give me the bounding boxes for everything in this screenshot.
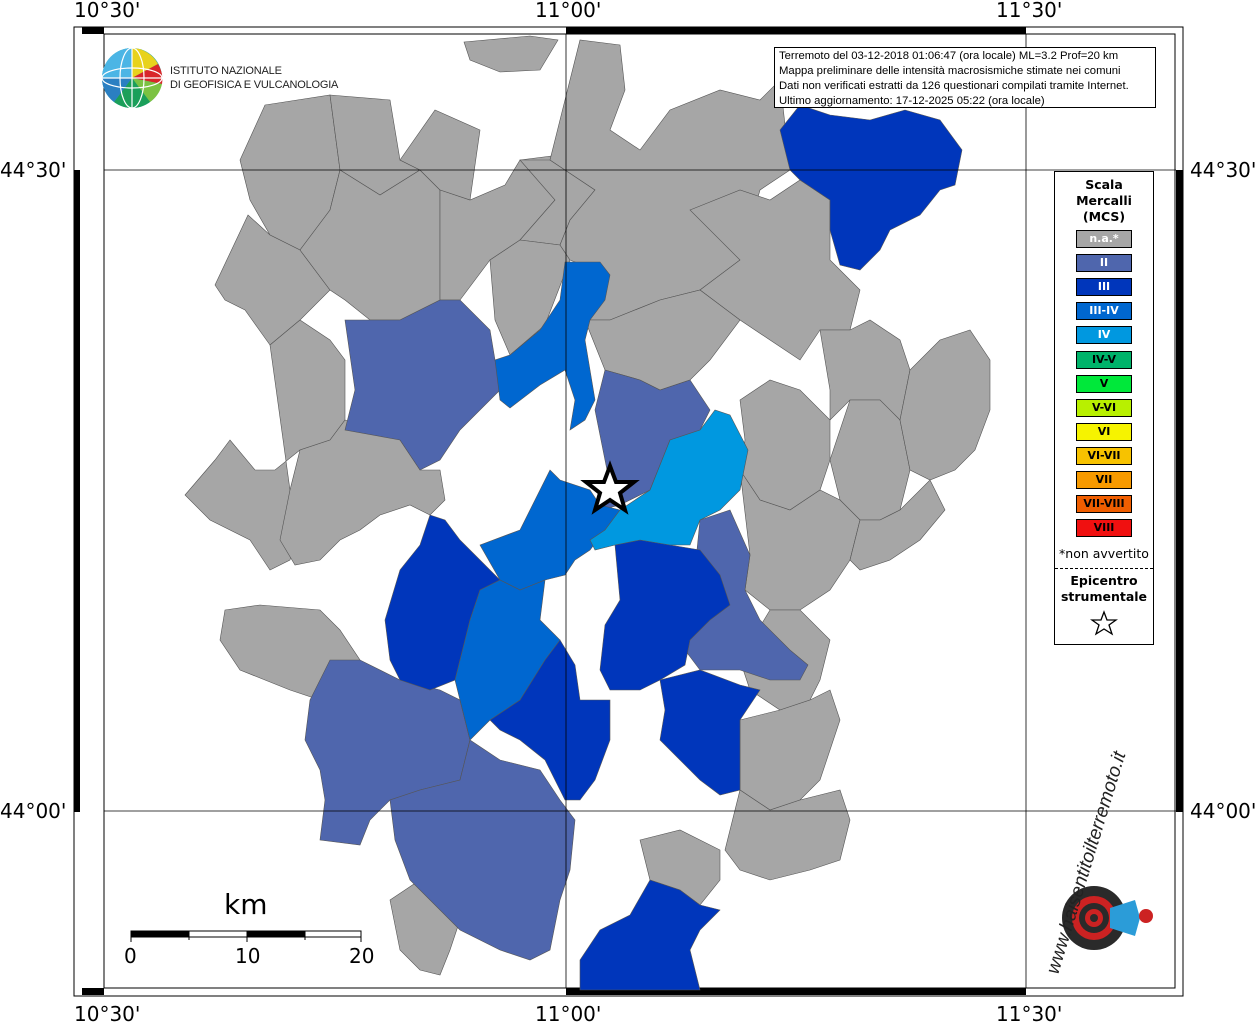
region-intensity-III-IV bbox=[454, 261, 621, 741]
legend-item-viii: VIII bbox=[1076, 519, 1132, 538]
region-na bbox=[184, 35, 991, 976]
legend-title-line1: Scala bbox=[1085, 177, 1123, 192]
legend-item-iii-iv: III-IV bbox=[1076, 302, 1132, 321]
legend-star-icon bbox=[1090, 610, 1118, 636]
lat-label-right-bottom: 44°00' bbox=[1190, 799, 1256, 823]
event-info-line2: Mappa preliminare delle intensità macros… bbox=[779, 65, 1121, 77]
legend-item-iv-v: IV-V bbox=[1076, 350, 1132, 369]
lat-label-left-top: 44°30' bbox=[0, 158, 67, 182]
scale-tick-10: 10 bbox=[235, 944, 261, 968]
intensity-legend: Scala Mercalli (MCS) n.a.* II III III-IV IV I… bbox=[1054, 171, 1154, 645]
event-info-box: Terremoto del 03-12-2018 01:06:47 (ora l… bbox=[774, 47, 1156, 108]
ingv-logo-text: ISTITUTO NAZIONALE DI GEOFISICA E VULCAN… bbox=[170, 64, 338, 92]
scale-unit-label: km bbox=[224, 888, 268, 921]
scale-tick-0: 0 bbox=[124, 944, 137, 968]
legend-separator bbox=[1055, 568, 1153, 569]
event-info-line3: Dati non verificati estratti da 126 ques… bbox=[779, 80, 1129, 92]
legend-epicenter-line2: strumentale bbox=[1060, 589, 1148, 604]
legend-title: Scala Mercalli (MCS) bbox=[1055, 177, 1153, 225]
region-intensity-III bbox=[384, 104, 963, 991]
lon-label-bottom-center: 11°00' bbox=[535, 1002, 602, 1026]
event-info-line4: Ultimo aggiornamento: 17-12-2025 05:22 (… bbox=[779, 95, 1045, 107]
lon-label-top-center: 11°00' bbox=[535, 0, 602, 22]
legend-item-vi-vii: VI-VII bbox=[1076, 446, 1132, 465]
legend-epicenter-line1: Epicentro bbox=[1070, 573, 1138, 588]
lon-label-bottom-left: 10°30' bbox=[74, 1002, 141, 1026]
legend-title-line3: (MCS) bbox=[1082, 209, 1126, 224]
lon-label-top-right: 11°30' bbox=[996, 0, 1063, 22]
legend-item-iv: IV bbox=[1076, 326, 1132, 345]
legend-item-v: V bbox=[1076, 374, 1132, 393]
legend-item-vi: VI bbox=[1076, 422, 1132, 441]
legend-item-ii: II bbox=[1076, 254, 1132, 273]
ingv-line1: ISTITUTO NAZIONALE bbox=[170, 65, 282, 77]
legend-epicenter-label: Epicentro strumentale bbox=[1055, 573, 1153, 605]
epicenter-star-icon bbox=[580, 460, 640, 515]
legend-item-vii: VII bbox=[1076, 471, 1132, 489]
lon-label-top-left: 10°30' bbox=[74, 0, 141, 22]
lat-label-left-bottom: 44°00' bbox=[0, 799, 67, 823]
event-info-line1: Terremoto del 03-12-2018 01:06:47 (ora l… bbox=[779, 50, 1119, 62]
legend-title-line2: Mercalli bbox=[1076, 193, 1132, 208]
legend-item-vii-viii: VII-VIII bbox=[1076, 495, 1132, 514]
legend-item-iii: III bbox=[1076, 278, 1132, 297]
legend-item-n-a-: n.a.* bbox=[1076, 230, 1132, 248]
ingv-logo-icon bbox=[101, 47, 163, 109]
region-intensity-IV bbox=[589, 409, 749, 551]
ingv-line2: DI GEOFISICA E VULCANOLOGIA bbox=[170, 79, 339, 91]
lon-label-bottom-right: 11°30' bbox=[996, 1002, 1063, 1026]
legend-note: *non avvertito bbox=[1059, 546, 1149, 561]
region-intensity-II bbox=[304, 299, 809, 961]
scale-tick-20: 20 bbox=[349, 944, 375, 968]
legend-item-v-vi: V-VI bbox=[1076, 398, 1132, 417]
scale-bar bbox=[130, 930, 362, 942]
lat-label-right-top: 44°30' bbox=[1190, 158, 1256, 182]
grid-lines bbox=[104, 34, 1176, 988]
